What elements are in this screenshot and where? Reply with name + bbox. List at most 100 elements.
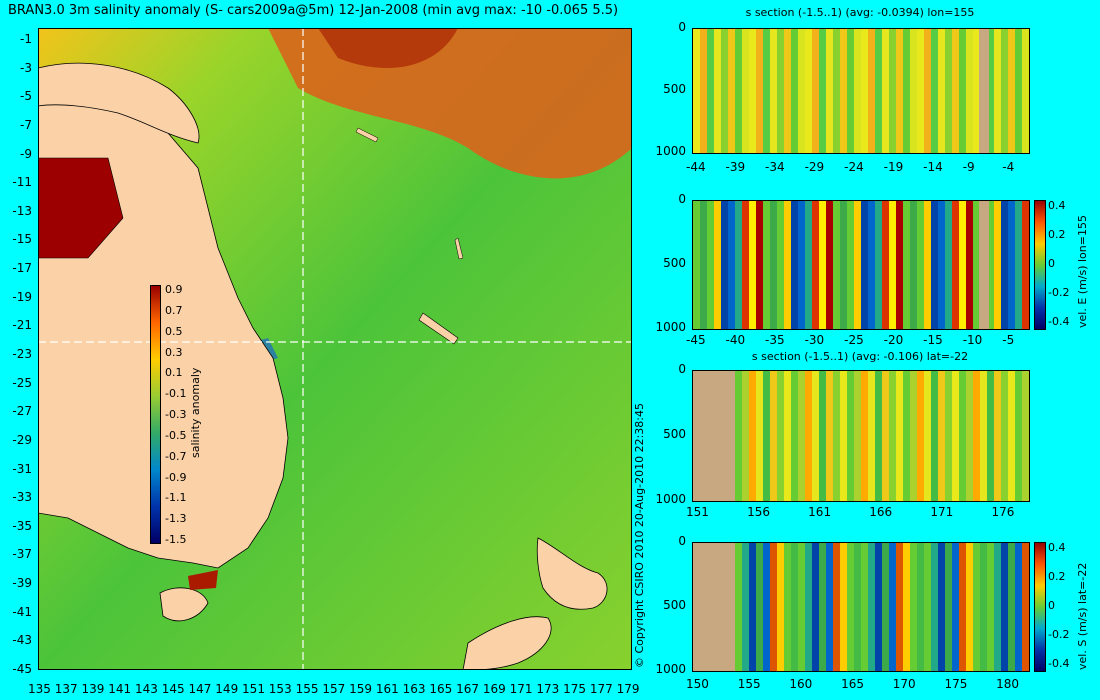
velocity-colorbar-tick: 0.4	[1048, 199, 1066, 212]
lon-tick-label: 137	[54, 682, 78, 696]
section-stripe	[749, 371, 756, 501]
section-stripe	[903, 201, 910, 329]
section-stripe	[882, 371, 889, 501]
lat-tick-label: -3	[20, 60, 32, 75]
lat-tick-label: -19	[12, 289, 32, 304]
lat-tick-label: -43	[12, 633, 32, 648]
section-plot[interactable]	[692, 370, 1030, 502]
section-x-tick-label: -20	[883, 333, 904, 347]
land-mask	[693, 371, 735, 501]
copyright-text: © Copyright CSIRO 2010 20-Aug-2010 22:38…	[633, 402, 646, 668]
colorbar-tick-label: -1.1	[165, 491, 187, 505]
section-stripe	[994, 543, 1001, 671]
section-stripe	[945, 371, 952, 501]
section-stripe	[959, 201, 966, 329]
colorbar-tick-label: 0.3	[165, 345, 183, 359]
section-stripe	[896, 29, 903, 153]
lat-tick-label: -39	[12, 576, 32, 591]
section-stripe	[1001, 29, 1008, 153]
section-stripe	[791, 29, 798, 153]
velocity-colorbar-tick: 0	[1048, 257, 1055, 270]
section-stripe	[777, 543, 784, 671]
section-stripe	[693, 201, 700, 329]
section-stripe	[938, 29, 945, 153]
velocity-colorbar-tick: 0.4	[1048, 541, 1066, 554]
depth-tick-label: 0	[678, 534, 686, 548]
section-stripe	[966, 371, 973, 501]
velocity-colorbar-tick: 0	[1048, 599, 1055, 612]
section-stripe	[903, 29, 910, 153]
section-stripe	[742, 371, 749, 501]
section-stripe	[854, 201, 861, 329]
section-stripe	[952, 201, 959, 329]
section-stripe	[1008, 371, 1015, 501]
lat-tick-label: -13	[12, 203, 32, 218]
section-stripe	[945, 29, 952, 153]
section-x-tick-label: -5	[1002, 333, 1015, 347]
section-stripe	[1022, 201, 1029, 329]
section-x-tick-label: 151	[686, 505, 709, 519]
section-stripe	[742, 543, 749, 671]
section-stripe	[945, 543, 952, 671]
section-x-tick-label: 180	[996, 677, 1020, 691]
velocity-axis-label: vel. S (m/s) lat=-22	[1076, 562, 1089, 670]
lon-tick-label: 173	[536, 682, 560, 696]
lon-tick-label: 177	[589, 682, 613, 696]
lat-tick-label: -27	[12, 404, 32, 419]
section-plot[interactable]	[692, 200, 1030, 330]
colorbar-tick-label: 0.1	[165, 366, 183, 380]
salinity-map[interactable]	[38, 28, 632, 670]
section-x-tick-label: -35	[765, 333, 785, 347]
colorbar-tick-label: -0.5	[165, 428, 187, 442]
velocity-colorbar-tick: -0.2	[1048, 628, 1070, 641]
section-stripe	[735, 201, 742, 329]
section-stripe	[819, 29, 826, 153]
section-x-tick-label: -25	[844, 333, 864, 347]
section-stripe	[987, 371, 994, 501]
section-stripe	[847, 29, 854, 153]
section-stripe	[861, 29, 868, 153]
section-stripe	[777, 371, 784, 501]
depth-tick-label: 1000	[655, 662, 686, 676]
section-plot[interactable]	[692, 28, 1030, 154]
section-stripe	[973, 543, 980, 671]
section-stripe	[763, 371, 770, 501]
section-stripe	[868, 201, 875, 329]
lat-tick-label: -35	[12, 518, 32, 533]
salty-bass-strait	[188, 570, 218, 590]
colorbar-tick-label: 0.5	[165, 324, 183, 338]
lon-tick-label: 179	[616, 682, 640, 696]
velocity-colorbar-tick: -0.2	[1048, 286, 1070, 299]
section-x-tick-label: -44	[686, 160, 706, 174]
section-stripe	[959, 29, 966, 153]
lat-tick-label: -23	[12, 347, 32, 361]
land-mask	[693, 543, 735, 671]
section-stripe	[959, 543, 966, 671]
new-guinea-landmass	[38, 62, 200, 144]
velocity-colorbar-tick: 0.2	[1048, 570, 1066, 583]
lon-tick-label: 171	[509, 682, 533, 696]
map-svg	[38, 28, 632, 670]
velocity-colorbar	[1034, 200, 1046, 330]
section-stripe	[1022, 29, 1029, 153]
section-x-tick-label: 171	[930, 505, 954, 519]
section-stripe	[931, 371, 938, 501]
section-stripe	[875, 201, 882, 329]
section-stripe	[910, 371, 917, 501]
section-stripe	[833, 543, 840, 671]
section-stripe	[994, 371, 1001, 501]
section-stripe	[994, 29, 1001, 153]
lon-tick-label: 163	[402, 682, 426, 696]
lon-tick-label: 169	[482, 682, 506, 696]
depth-tick-label: 1000	[655, 320, 686, 334]
lon-tick-label: 167	[456, 682, 479, 696]
section-stripe	[875, 543, 882, 671]
section-stripe	[910, 201, 917, 329]
lon-tick-label: 149	[215, 682, 239, 696]
section-stripe	[854, 29, 861, 153]
section-plot[interactable]	[692, 542, 1030, 672]
section-stripe	[896, 201, 903, 329]
colorbar-tick-label: -0.7	[165, 449, 187, 463]
section-stripe	[952, 29, 959, 153]
colorbar-tick-label: 0.7	[165, 303, 183, 317]
